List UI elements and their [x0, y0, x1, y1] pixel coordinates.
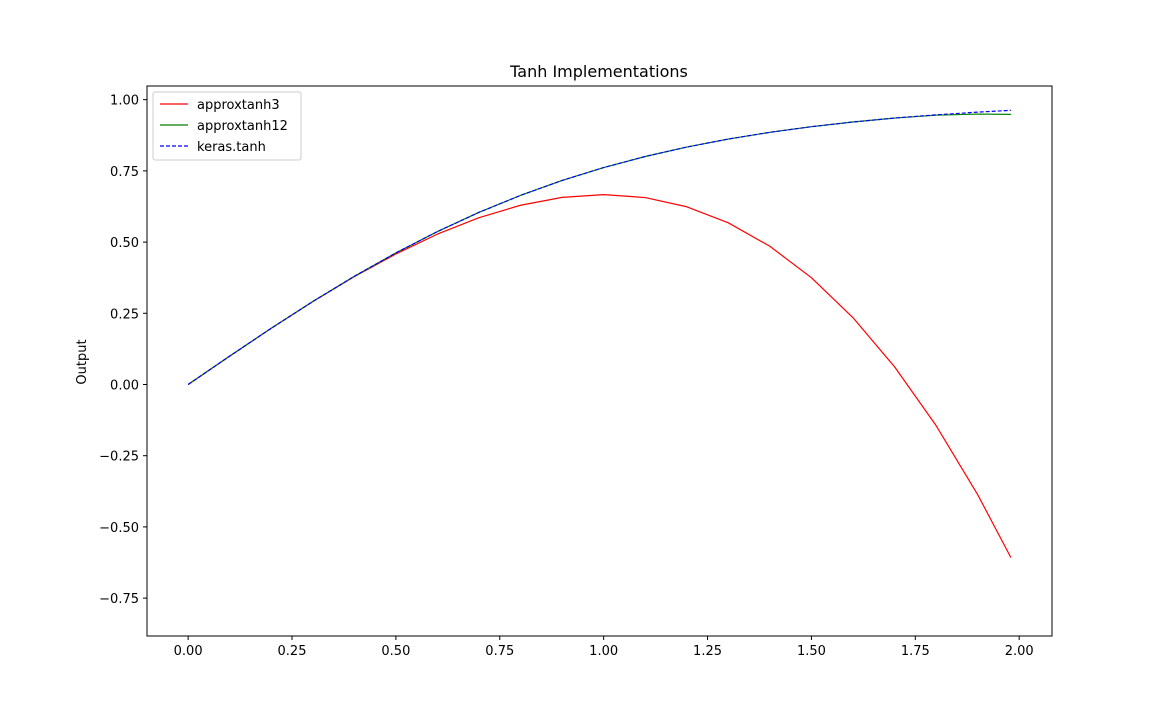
y-tick-label: 1.00 — [110, 94, 139, 109]
y-tick-label: 0.25 — [110, 307, 139, 322]
x-axis: 0.00 0.25 0.50 0.75 1.00 1.25 1.50 1.75 2.00 — [174, 636, 1034, 659]
x-tick-label: 1.75 — [901, 644, 930, 659]
legend-label-approxtanh3: approxtanh3 — [197, 98, 280, 113]
x-tick-label: 0.75 — [485, 644, 514, 659]
x-tick-label: 2.00 — [1005, 644, 1034, 659]
y-tick-label: 0.00 — [110, 378, 139, 393]
y-tick-label: −0.25 — [99, 450, 139, 465]
legend-label-approxtanh12: approxtanh12 — [197, 119, 288, 134]
plot-lines — [187, 109, 1012, 558]
y-tick-label: 0.75 — [110, 165, 139, 180]
chart-title: Tanh Implementations — [509, 62, 688, 81]
x-tick-label: 1.00 — [589, 644, 618, 659]
x-tick-label: 0.00 — [174, 644, 203, 659]
legend-label-keras-tanh: keras.tanh — [197, 140, 266, 155]
x-tick-label: 1.50 — [797, 644, 826, 659]
y-tick-label: −0.50 — [99, 521, 139, 536]
plot-frame — [146, 85, 1053, 637]
x-tick-label: 0.50 — [381, 644, 410, 659]
legend-box — [152, 91, 302, 161]
series-line-keras-tanh — [187, 109, 1011, 385]
legend: approxtanh3 approxtanh12 keras.tanh — [152, 91, 302, 161]
x-tick-label: 1.25 — [693, 644, 722, 659]
x-tick-label: 0.25 — [278, 644, 307, 659]
y-tick-label: 0.50 — [110, 236, 139, 251]
y-axis-label: Output — [75, 339, 90, 384]
y-tick-label: −0.75 — [99, 592, 139, 607]
y-axis: −0.75 −0.50 −0.25 0.00 0.25 0.50 0.75 1.00 — [99, 94, 147, 607]
